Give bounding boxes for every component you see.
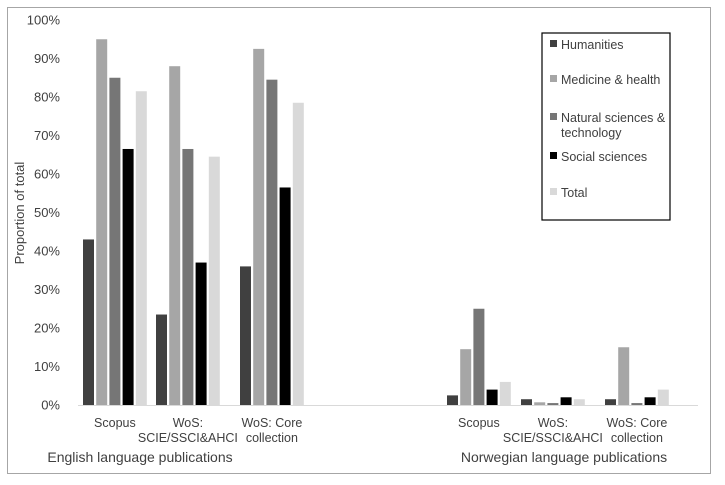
bar <box>240 266 251 405</box>
legend-label: Natural sciences & <box>561 111 666 125</box>
legend: Humanities Medicine & health Natural scien… <box>541 32 671 221</box>
legend-label: Total <box>561 186 587 200</box>
bar <box>83 239 94 405</box>
x-category-label: Scopus <box>458 416 500 430</box>
y-tick-label: 40% <box>34 244 60 259</box>
bar <box>279 187 291 405</box>
x-category-label: SCIE/SSCI&AHCI <box>503 431 603 445</box>
bar <box>208 156 220 405</box>
y-axis-label: Proportion of total <box>12 162 27 265</box>
bars <box>83 39 669 406</box>
y-tick-label: 100% <box>27 13 61 28</box>
bar <box>122 148 134 405</box>
legend-swatch <box>550 40 557 47</box>
bar <box>253 48 265 405</box>
x-category-label: SCIE/SSCI&AHCI <box>138 431 238 445</box>
y-tick-label: 60% <box>34 167 60 182</box>
bar <box>521 399 532 405</box>
legend-label: Medicine & health <box>561 73 660 87</box>
y-tick-label: 30% <box>34 282 60 297</box>
bar <box>96 39 108 405</box>
bar <box>534 402 546 405</box>
legend-swatch <box>550 113 557 120</box>
x-category-label: WoS: <box>538 416 568 430</box>
bar <box>657 389 669 405</box>
y-tick-label: 70% <box>34 128 60 143</box>
bar <box>460 349 472 405</box>
axes: 0% 10% 20% 30% 40% 50% 60% 70% 80% 90% 100% <box>27 13 698 413</box>
bar <box>486 389 498 405</box>
x-category-label: WoS: Core <box>606 416 667 430</box>
group-label: Norwegian language publications <box>461 449 667 465</box>
bar <box>573 399 585 405</box>
bar <box>266 79 278 406</box>
legend-swatch <box>550 188 557 195</box>
legend-label: technology <box>561 126 622 140</box>
bar <box>447 395 458 405</box>
y-tick-label: 80% <box>34 90 60 105</box>
bar <box>618 347 630 405</box>
x-category-label: WoS: Core <box>241 416 302 430</box>
bar <box>473 308 485 405</box>
y-tick-label: 90% <box>34 51 60 66</box>
legend-label: Humanities <box>561 38 624 52</box>
bar <box>547 403 559 405</box>
y-tick-label: 0% <box>41 398 60 413</box>
legend-box <box>541 32 671 221</box>
group-label: English language publications <box>47 449 232 465</box>
x-category-label: WoS: <box>173 416 203 430</box>
bar <box>560 397 572 405</box>
legend-label: Social sciences <box>561 150 647 164</box>
bar <box>169 66 181 405</box>
bar <box>109 77 121 405</box>
bar <box>195 262 207 405</box>
bar <box>156 314 167 405</box>
bar <box>644 397 656 405</box>
legend-swatch <box>550 75 557 82</box>
legend-swatch <box>550 152 557 159</box>
bar <box>182 148 194 405</box>
x-category-label: collection <box>611 431 663 445</box>
bar <box>631 403 643 405</box>
y-tick-label: 10% <box>34 359 60 374</box>
bar <box>292 102 304 406</box>
bar <box>499 381 511 405</box>
y-tick-label: 20% <box>34 321 60 336</box>
x-category-label: Scopus <box>94 416 136 430</box>
y-tick-label: 50% <box>34 205 60 220</box>
bar <box>135 91 147 405</box>
bar <box>605 399 616 405</box>
x-category-label: collection <box>246 431 298 445</box>
